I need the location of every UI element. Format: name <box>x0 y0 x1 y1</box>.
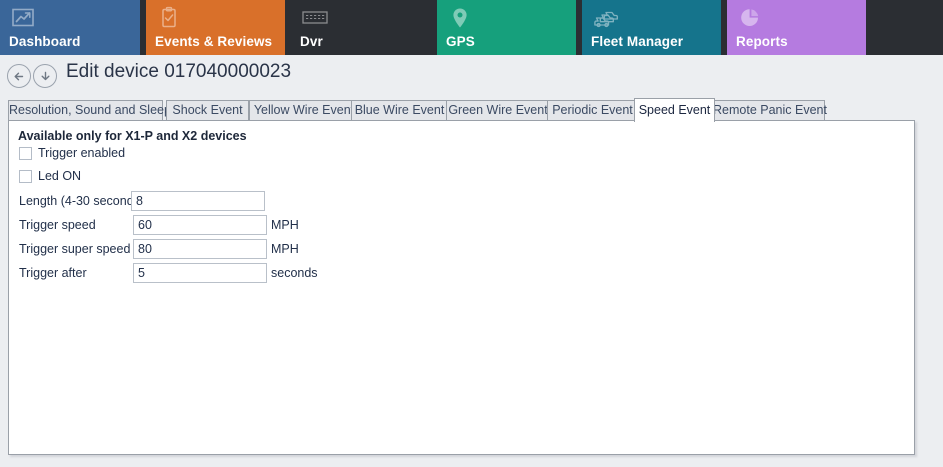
checkbox-label: Trigger enabled <box>38 146 126 160</box>
nav-tile-gps[interactable]: GPS <box>437 0 576 55</box>
dvr-device-icon <box>300 6 328 30</box>
speed-event-panel: Available only for X1-P and X2 devices T… <box>8 120 915 455</box>
nav-tile-events-reviews[interactable]: Events & Reviews <box>146 0 285 55</box>
input-trigger-after[interactable] <box>133 263 267 283</box>
nav-tile-label: Dashboard <box>9 34 81 49</box>
tab-green-wire-event[interactable]: Green Wire Event <box>446 100 550 120</box>
down-arrow-icon[interactable] <box>33 64 57 88</box>
checkbox-label: Led ON <box>38 169 82 183</box>
checkbox-led-on[interactable] <box>19 170 32 183</box>
nav-tile-label: GPS <box>446 34 475 49</box>
top-navigation-bar: Dashboard Events & Reviews Dvr GPS Fleet Man… <box>0 0 943 55</box>
tab-shock-event[interactable]: Shock Event <box>166 100 249 120</box>
field-label-trigger-super-speed: Trigger super speed <box>19 242 131 256</box>
pie-chart-icon <box>736 6 764 30</box>
tab-yellow-wire-event[interactable]: Yellow Wire Event <box>249 100 359 120</box>
field-unit-trigger-speed: MPH <box>271 218 299 232</box>
checkbox-trigger-enabled[interactable] <box>19 147 32 160</box>
nav-tile-reports[interactable]: Reports <box>727 0 866 55</box>
nav-tile-dvr[interactable]: Dvr <box>291 0 431 55</box>
tab-periodic-event[interactable]: Periodic Event <box>547 100 638 120</box>
tab-blue-wire-event[interactable]: Blue Wire Event <box>351 100 448 120</box>
cars-icon <box>591 6 619 30</box>
nav-tile-label: Events & Reviews <box>155 34 273 49</box>
chart-trend-icon <box>9 6 37 30</box>
input-length-4-30-seconds[interactable] <box>131 191 265 211</box>
nav-tile-label: Reports <box>736 34 788 49</box>
nav-tile-fleet-manager[interactable]: Fleet Manager <box>582 0 721 55</box>
nav-tile-label: Dvr <box>300 34 323 49</box>
field-label-trigger-after: Trigger after <box>19 266 87 280</box>
panel-heading: Available only for X1-P and X2 devices <box>18 129 247 143</box>
input-trigger-super-speed[interactable] <box>133 239 267 259</box>
clipboard-check-icon <box>155 6 183 30</box>
tab-resolution-sound-and-sleep[interactable]: Resolution, Sound and Sleep <box>8 100 171 120</box>
tab-strip: Resolution, Sound and Sleep Shock Event Ye… <box>8 98 918 122</box>
field-label-length-4-30-seconds: Length (4-30 seconds) <box>19 194 145 208</box>
input-trigger-speed[interactable] <box>133 215 267 235</box>
map-pin-icon <box>446 6 474 30</box>
field-unit-trigger-super-speed: MPH <box>271 242 299 256</box>
back-arrow-icon[interactable] <box>7 64 31 88</box>
page-title: Edit device 017040000023 <box>66 61 292 82</box>
page-title-bar: Edit device 017040000023 <box>0 55 943 96</box>
field-label-trigger-speed: Trigger speed <box>19 218 96 232</box>
tab-speed-event[interactable]: Speed Event <box>634 98 715 122</box>
tab-remote-panic-event[interactable]: Remote Panic Event <box>712 100 827 120</box>
field-unit-trigger-after: seconds <box>271 266 318 280</box>
nav-tile-dashboard[interactable]: Dashboard <box>0 0 140 55</box>
nav-tile-label: Fleet Manager <box>591 34 684 49</box>
